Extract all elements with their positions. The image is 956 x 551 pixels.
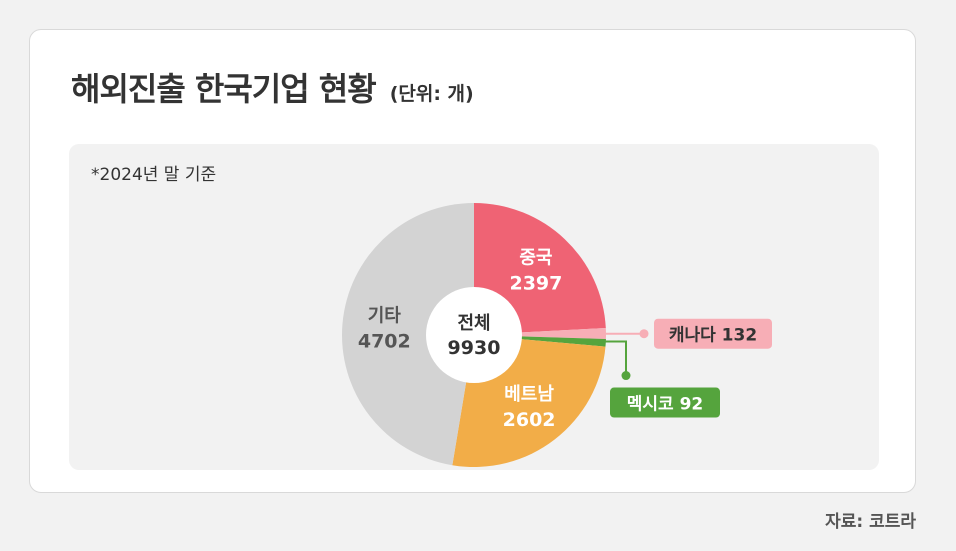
callout-box-canada — [654, 318, 772, 349]
callout-box-mexico — [610, 387, 720, 418]
source-note: 자료: 코트라 — [825, 512, 916, 532]
pie-slice-other — [342, 203, 474, 466]
slice-label-china: 중국 — [519, 248, 552, 269]
slice-value-vietnam: 2602 — [503, 409, 556, 431]
pie-chart: 전체 9930 중국 2397 베트남 2602 기타 4702 캐나다 132 멕시코 92 — [342, 203, 772, 467]
callout-line-mexico — [583, 340, 627, 376]
callout-dot-mexico — [621, 371, 631, 381]
center-total: 9930 — [448, 337, 501, 359]
center-label: 전체 — [457, 313, 490, 334]
slice-label-vietnam: 베트남 — [504, 384, 554, 405]
slice-value-china: 2397 — [509, 273, 562, 295]
callout-label-canada: 캐나다 132 — [669, 326, 757, 346]
slice-value-other: 4702 — [358, 331, 411, 353]
chart-title: 해외진출 한국기업 현황 — [71, 70, 377, 108]
callout-label-mexico: 멕시코 92 — [627, 395, 704, 415]
unit-label: (단위: 개) — [389, 83, 474, 105]
callout-dot-canada — [639, 329, 649, 339]
chart-panel: *2024년 말 기준 전체 9930 중국 2397 베트남 2602 기타 4702 캐나다… — [69, 144, 879, 470]
chart-card: 해외진출 한국기업 현황 (단위: 개) *2024년 말 기준 전체 9930 중… — [29, 29, 916, 493]
pie-slice-canada — [474, 327, 606, 339]
slice-label-other: 기타 — [368, 306, 402, 327]
basis-note: *2024년 말 기준 — [91, 165, 217, 185]
title-row: 해외진출 한국기업 현황 (단위: 개) — [71, 64, 474, 110]
pie-center — [426, 287, 522, 383]
